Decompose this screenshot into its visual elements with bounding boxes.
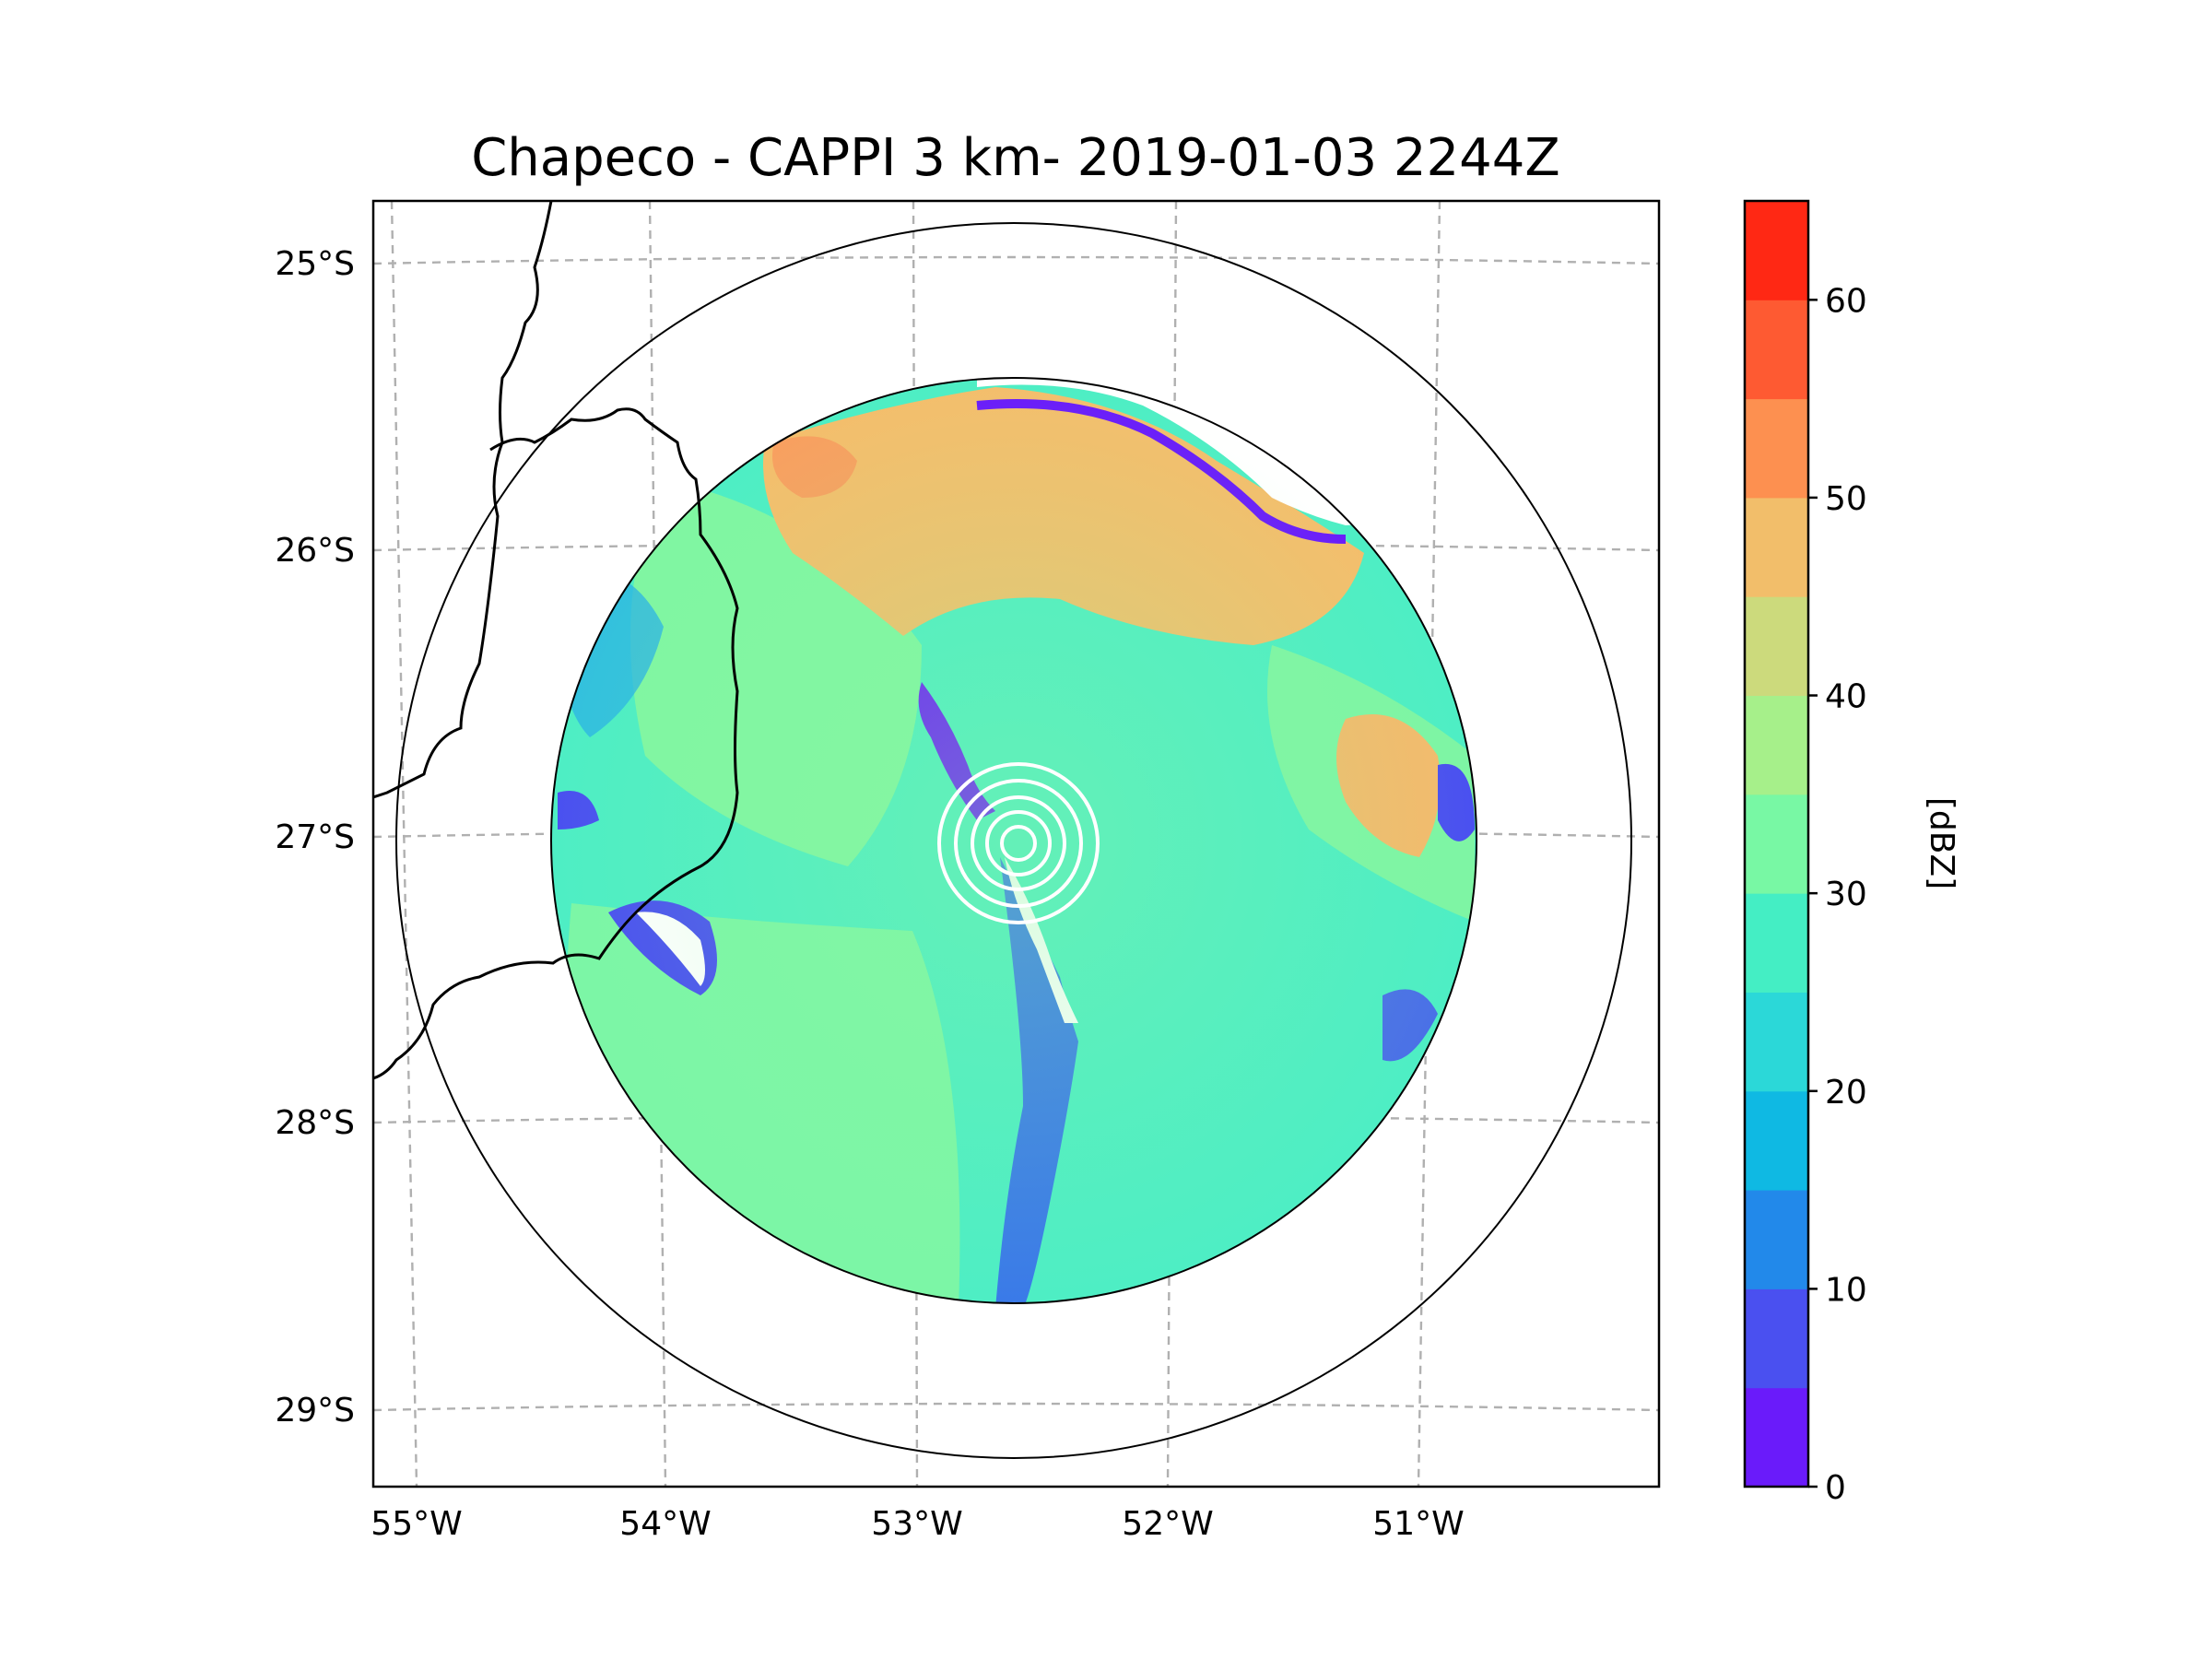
border-brazil-argentina <box>373 407 739 1080</box>
colorbar-tick-label: 10 <box>1825 1271 1867 1309</box>
y-tick-label: 27°S <box>275 818 355 856</box>
colorbar-tick-label: 60 <box>1825 282 1867 320</box>
colorbar-segment <box>1745 695 1808 795</box>
y-tick-label: 25°S <box>275 245 355 283</box>
colorbar-tick-label: 30 <box>1825 876 1867 913</box>
x-tick-label: 55°W <box>371 1505 462 1543</box>
colorbar-segment <box>1745 1387 1808 1488</box>
colorbar: 0 10 20 30 40 50 60 <box>1745 201 1867 1507</box>
x-tick-label: 53°W <box>871 1505 962 1543</box>
x-tick-label: 54°W <box>619 1505 711 1543</box>
radar-ring-4 <box>985 810 1052 877</box>
outer-range-ring <box>395 222 1632 1459</box>
colorbar-segment <box>1745 398 1808 499</box>
gridline-lon-55 <box>390 201 418 1487</box>
y-tick-label: 26°S <box>275 532 355 570</box>
gridline-lat-28 <box>373 1114 1659 1124</box>
reflectivity-field <box>551 378 1477 1303</box>
colorbar-segment <box>1745 596 1808 697</box>
colorbar-segment <box>1745 1288 1808 1389</box>
radar-ring-5 <box>1000 825 1037 862</box>
y-tick-label: 28°S <box>275 1104 355 1142</box>
gridline-lat-26 <box>373 542 1659 552</box>
colorbar-segment <box>1745 1090 1808 1191</box>
radar-site-rings <box>937 762 1100 924</box>
colorbar-segment <box>1745 794 1808 894</box>
chart-title: Chapeco - CAPPI 3 km- 2019-01-03 2244Z <box>471 128 1560 188</box>
colorbar-segment <box>1745 497 1808 597</box>
y-tick-labels: 25°S 26°S 27°S 28°S 29°S <box>275 245 355 1430</box>
border-lines <box>373 201 739 1080</box>
colorbar-segment <box>1745 300 1808 400</box>
gridline-lat-29 <box>373 1402 1659 1412</box>
inner-range-ring <box>550 377 1477 1304</box>
x-tick-label: 51°W <box>1372 1505 1464 1543</box>
gridline-lon-51 <box>1417 201 1441 1487</box>
colorbar-label: [dBZ] <box>1923 797 1960 889</box>
colorbar-frame <box>1743 199 1810 1488</box>
radar-ring-2 <box>954 779 1083 908</box>
colorbar-segment <box>1745 1190 1808 1289</box>
colorbar-segment <box>1745 992 1808 1092</box>
colorbar-tick-label: 50 <box>1825 480 1867 518</box>
colorbar-tick-label: 40 <box>1825 678 1867 716</box>
border-argentina-paraguay <box>373 201 553 799</box>
radar-ring-3 <box>971 795 1066 891</box>
y-tick-label: 29°S <box>275 1392 355 1430</box>
colorbar-segment <box>1745 893 1808 993</box>
map-axes-frame <box>371 199 1661 1488</box>
radar-ring-1 <box>937 762 1100 924</box>
gridline-lat-25 <box>373 255 1659 265</box>
x-tick-labels: 55°W 54°W 53°W 52°W 51°W <box>371 1505 1464 1543</box>
reflectivity-texture-overlay <box>551 378 1477 1303</box>
colorbar-tick-label: 20 <box>1825 1074 1867 1112</box>
gridline-lon-54 <box>648 201 667 1487</box>
colorbar-segment <box>1745 201 1808 300</box>
x-tick-label: 52°W <box>1122 1505 1213 1543</box>
colorbar-tick-label: 0 <box>1825 1469 1846 1507</box>
